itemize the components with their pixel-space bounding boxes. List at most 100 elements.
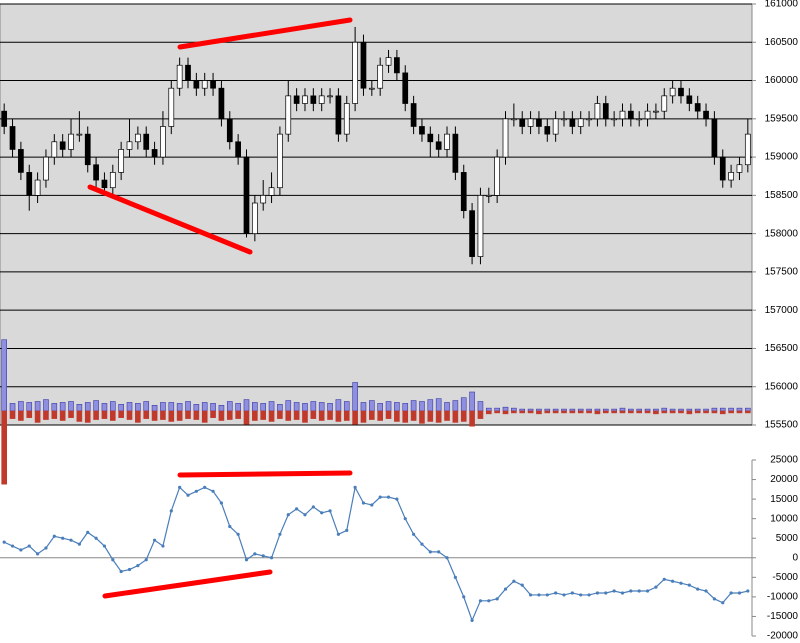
volume-bar <box>452 410 459 423</box>
candle-body <box>477 195 484 257</box>
volume-bar <box>736 407 743 412</box>
indicator-point <box>186 493 190 497</box>
volume-bar <box>68 401 74 412</box>
candle-body <box>126 141 133 150</box>
indicator-point <box>545 593 549 597</box>
volume-bar <box>703 410 709 414</box>
candle-body <box>653 110 659 113</box>
candle-body <box>511 118 517 121</box>
candle-body <box>444 133 450 150</box>
volume-bar <box>343 410 350 421</box>
volume-bar <box>109 401 116 412</box>
volume-bar <box>745 410 751 414</box>
indicator-point <box>645 589 650 593</box>
volume-bar <box>460 397 467 412</box>
candle-body <box>711 118 718 158</box>
volume-bar <box>711 407 718 412</box>
volume-bar <box>310 410 317 419</box>
indicator-point <box>178 485 182 489</box>
volume-bar <box>335 410 342 422</box>
volume-bar <box>502 410 509 415</box>
candle-body <box>193 80 200 89</box>
candle-body <box>9 126 16 150</box>
y-tick-label: 155500 <box>765 420 799 431</box>
volume-bar <box>151 404 158 412</box>
candle-body <box>686 95 693 104</box>
candle-body <box>143 133 150 150</box>
candle-body <box>118 149 125 173</box>
indicator-point <box>386 495 391 499</box>
volume-bar <box>76 404 83 412</box>
volume-bar <box>243 410 250 425</box>
candle-body <box>636 118 643 121</box>
trend-annotation <box>177 470 353 478</box>
volume-bar <box>302 403 308 412</box>
indicator-point <box>102 544 107 548</box>
indicator-point <box>637 589 641 593</box>
indicator-point <box>136 564 140 568</box>
candle-body <box>719 156 726 181</box>
volume-bar <box>402 410 409 423</box>
volume-bar <box>210 410 216 418</box>
candle-body <box>577 118 584 127</box>
candle-body <box>678 87 684 97</box>
volume-bar <box>18 401 24 412</box>
volume-bar <box>252 410 258 421</box>
indicator-point <box>86 530 90 534</box>
indicator-point <box>152 538 157 542</box>
volume-bar <box>143 410 150 419</box>
volume-bar <box>369 400 375 412</box>
volume-bar <box>678 410 684 414</box>
volume-bar <box>176 410 183 421</box>
volume-bar <box>43 399 49 412</box>
volume-bar <box>594 410 601 415</box>
indicator-point <box>579 593 583 597</box>
indicator-point <box>437 550 441 554</box>
indicator-point <box>211 489 215 493</box>
volume-bar <box>343 401 350 412</box>
candle-body <box>368 87 375 90</box>
volume-bar <box>369 410 375 420</box>
candle-body <box>694 103 701 112</box>
volume-bar <box>201 410 208 423</box>
volume-bar <box>151 410 158 421</box>
candle-body <box>327 95 333 98</box>
y-tick-label: 157500 <box>765 267 799 278</box>
volume-bar <box>377 403 383 412</box>
candle-body <box>602 103 609 120</box>
volume-bar <box>502 406 509 412</box>
volume-bar <box>327 403 333 412</box>
volume-bar <box>9 403 16 412</box>
candle-body <box>736 164 743 173</box>
indicator-point <box>61 536 65 540</box>
volume-bar <box>84 410 91 423</box>
indicator-point <box>420 542 424 546</box>
candle-body <box>285 95 292 135</box>
volume-bar <box>736 410 743 414</box>
indicator-point <box>303 513 307 517</box>
volume-bar <box>118 404 124 412</box>
volume-bar <box>143 401 150 412</box>
indicator-point <box>478 599 483 603</box>
volume-bar <box>427 399 434 412</box>
indicator-point <box>453 575 457 579</box>
volume-bar <box>34 401 41 412</box>
indicator-point <box>228 524 232 529</box>
volume-bar <box>218 404 225 412</box>
volume-bar <box>51 410 58 419</box>
volume-bar <box>435 398 442 412</box>
indicator-point <box>746 589 750 593</box>
indicator-point <box>27 544 31 548</box>
candle-body <box>1 110 8 127</box>
y-tick-label: 5000 <box>776 533 799 544</box>
indicator-point <box>370 503 374 507</box>
volume-bar <box>101 403 108 412</box>
volume-bar <box>302 410 308 423</box>
volume-bar <box>485 407 492 412</box>
indicator-point <box>729 591 733 595</box>
volume-bar <box>477 410 484 419</box>
candle-body <box>485 195 492 197</box>
indicator-point <box>345 528 349 533</box>
indicator-point <box>470 618 474 622</box>
indicator-point <box>353 485 357 489</box>
